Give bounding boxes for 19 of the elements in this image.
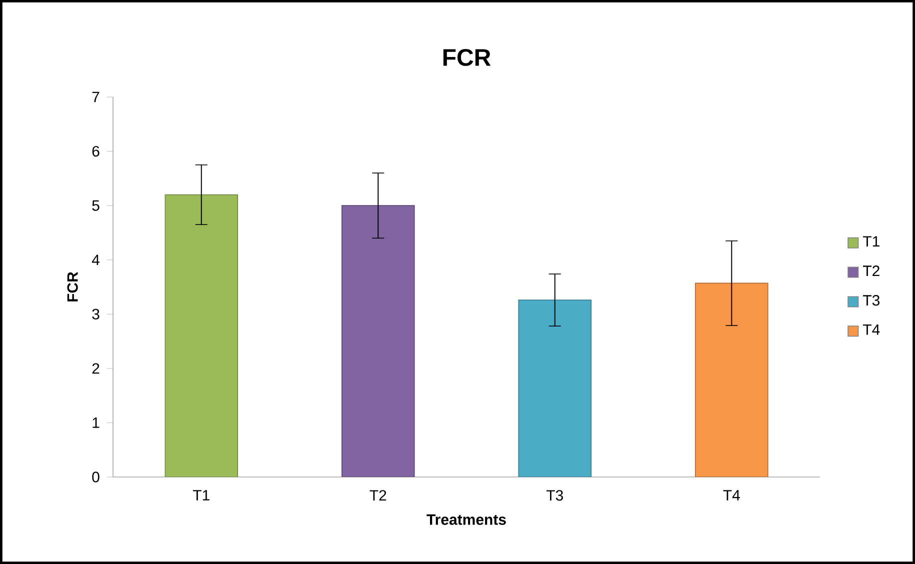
x-tick-label: T3 <box>546 490 563 501</box>
legend-label: T1 <box>862 236 880 247</box>
y-axis-title: FCR <box>67 272 78 302</box>
y-tick-label: 2 <box>92 363 100 374</box>
x-tick-label: T1 <box>192 490 210 500</box>
y-tick-label: 5 <box>92 200 100 211</box>
x-tick-label: T4 <box>723 490 740 500</box>
legend-label: T4 <box>862 324 880 335</box>
y-tick-label: 6 <box>92 146 100 157</box>
y-tick-label: 0 <box>92 472 100 482</box>
y-tick-label: 1 <box>92 418 100 428</box>
legend-label: T3 <box>862 295 880 306</box>
x-tick-label: T2 <box>370 490 386 501</box>
chart-title: FCR <box>443 48 491 66</box>
y-tick-label: 7 <box>92 92 100 102</box>
x-axis-title: Treatments <box>426 514 506 525</box>
y-tick-label: 4 <box>92 254 100 266</box>
legend-label: T2 <box>862 266 880 276</box>
y-tick-label: 3 <box>92 308 100 320</box>
